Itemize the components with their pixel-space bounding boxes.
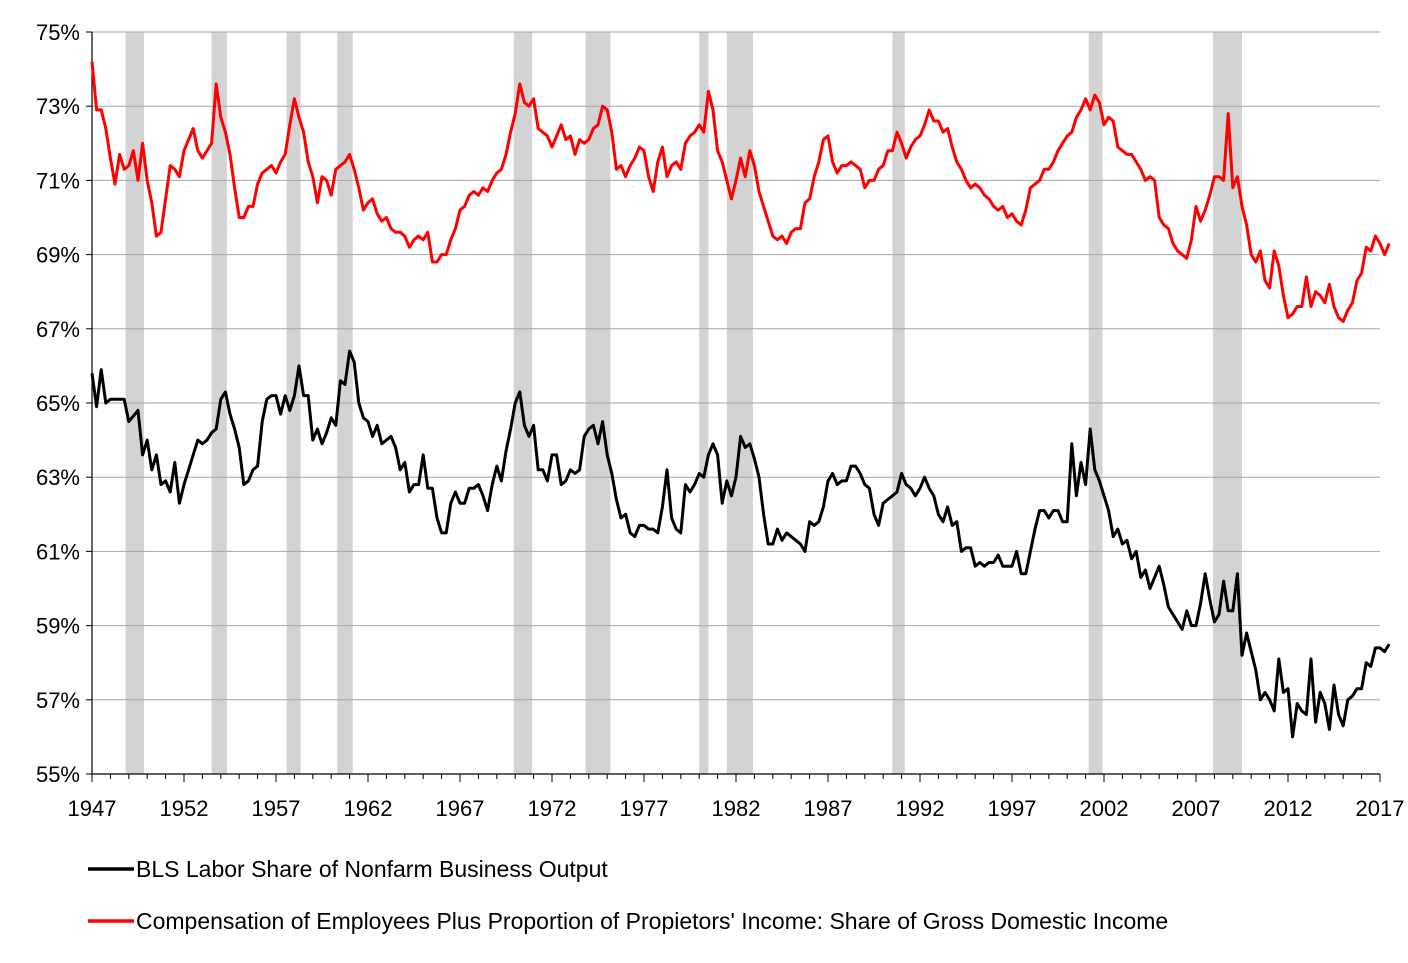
x-tick-label-2002: 2002 [1080,796,1129,821]
y-tick-label-67: 67% [36,317,80,342]
axes: 55% 57% 59% 61% 63% 65% 67% 69% 71% 73% 75% 1947 195… [36,20,1405,821]
y-tick-label-61: 61% [36,539,80,564]
x-tick-label-2012: 2012 [1264,796,1313,821]
y-tick-label-65: 65% [36,391,80,416]
x-tick-label-1977: 1977 [620,796,669,821]
x-tick-label-1997: 1997 [988,796,1037,821]
y-tick-label-75: 75% [36,20,80,45]
x-tick-label-1967: 1967 [436,796,485,821]
legend-label-comp: Compensation of Employees Plus Proportio… [136,908,1168,934]
x-tick-label-1957: 1957 [252,796,301,821]
y-tick-label-63: 63% [36,465,80,490]
x-tick-label-2007: 2007 [1172,796,1221,821]
y-tick-label-55: 55% [36,762,80,787]
series-line-1 [90,61,1391,323]
legend: BLS Labor Share of Nonfarm Business Outp… [88,856,1168,934]
x-tick-label-2017: 2017 [1356,796,1405,821]
x-tick-label-1972: 1972 [528,796,577,821]
legend-label-bls: BLS Labor Share of Nonfarm Business Outp… [136,856,608,882]
legend-entry-bls: BLS Labor Share of Nonfarm Business Outp… [88,856,608,882]
series-lines [90,61,1391,739]
x-tick-label-1952: 1952 [160,796,209,821]
y-tick-label-57: 57% [36,688,80,713]
y-tick-label-73: 73% [36,94,80,119]
y-tick-label-69: 69% [36,243,80,268]
x-tick-label-1962: 1962 [344,796,393,821]
y-tick-label-71: 71% [36,168,80,193]
x-tick-label-1947: 1947 [68,796,117,821]
x-tick-label-1992: 1992 [896,796,945,821]
y-tick-label-59: 59% [36,614,80,639]
x-tick-label-1987: 1987 [804,796,853,821]
series-line-0 [90,349,1391,739]
x-tick-label-1982: 1982 [712,796,761,821]
legend-entry-comp: Compensation of Employees Plus Proportio… [88,908,1168,934]
